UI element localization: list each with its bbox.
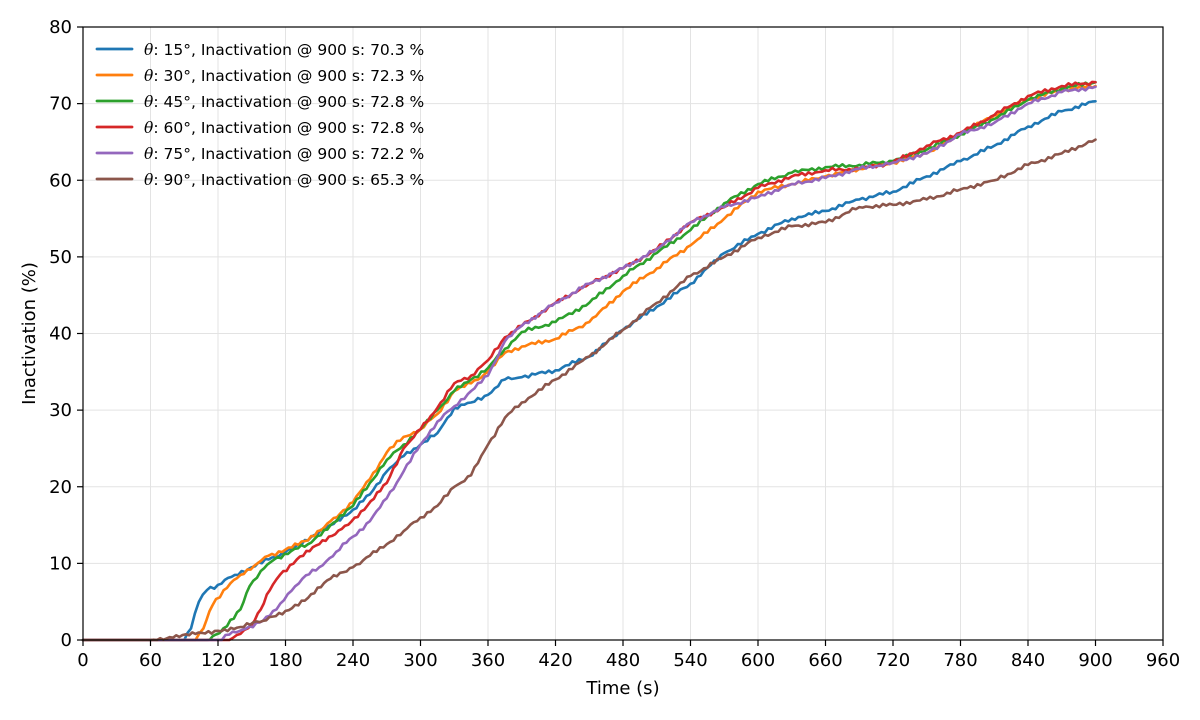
legend-entry: θ: 15°, Inactivation @ 900 s: 70.3 % bbox=[144, 41, 424, 59]
y-tick-label: 50 bbox=[49, 247, 72, 268]
legend-label: : 15°, Inactivation @ 900 s: 70.3 % bbox=[153, 41, 424, 59]
legend-entry: θ: 60°, Inactivation @ 900 s: 72.8 % bbox=[144, 119, 424, 137]
y-tick-label: 30 bbox=[49, 400, 72, 421]
y-tick-label: 80 bbox=[49, 17, 72, 38]
legend-label: : 60°, Inactivation @ 900 s: 72.8 % bbox=[153, 119, 424, 137]
legend-entry: θ: 75°, Inactivation @ 900 s: 72.2 % bbox=[144, 145, 424, 163]
legend-theta-symbol: θ bbox=[144, 171, 154, 189]
legend: θ: 15°, Inactivation @ 900 s: 70.3 %θ: 3… bbox=[95, 41, 424, 189]
x-tick-label: 900 bbox=[1078, 650, 1112, 671]
y-axis-title: Inactivation (%) bbox=[19, 262, 40, 405]
legend-theta-symbol: θ bbox=[144, 41, 154, 59]
legend-theta-symbol: θ bbox=[144, 119, 154, 137]
x-tick-label: 960 bbox=[1146, 650, 1180, 671]
x-tick-label: 240 bbox=[336, 650, 370, 671]
legend-theta-symbol: θ bbox=[144, 145, 154, 163]
y-tick-label: 0 bbox=[61, 630, 72, 651]
y-tick-label: 40 bbox=[49, 324, 72, 345]
x-axis-title: Time (s) bbox=[585, 678, 659, 699]
x-tick-label: 0 bbox=[77, 650, 88, 671]
x-tick-label: 540 bbox=[673, 650, 707, 671]
legend-label: : 45°, Inactivation @ 900 s: 72.8 % bbox=[153, 93, 424, 111]
x-tick-label: 600 bbox=[741, 650, 775, 671]
legend-theta-symbol: θ bbox=[144, 67, 154, 85]
legend-entry: θ: 30°, Inactivation @ 900 s: 72.3 % bbox=[144, 67, 424, 85]
x-tick-label: 420 bbox=[538, 650, 572, 671]
legend-entry: θ: 90°, Inactivation @ 900 s: 65.3 % bbox=[144, 171, 424, 189]
x-tick-label: 780 bbox=[943, 650, 977, 671]
x-tick-label: 120 bbox=[201, 650, 235, 671]
x-tick-label: 300 bbox=[403, 650, 437, 671]
x-tick-label: 840 bbox=[1011, 650, 1045, 671]
series-line bbox=[81, 138, 1097, 642]
x-tick-label: 360 bbox=[471, 650, 505, 671]
y-tick-label: 10 bbox=[49, 553, 72, 574]
legend-theta-symbol: θ bbox=[144, 93, 154, 111]
y-tick-label: 60 bbox=[49, 170, 72, 191]
x-tick-label: 660 bbox=[808, 650, 842, 671]
legend-label: : 75°, Inactivation @ 900 s: 72.2 % bbox=[153, 145, 424, 163]
x-tick-label: 60 bbox=[139, 650, 162, 671]
legend-label: : 30°, Inactivation @ 900 s: 72.3 % bbox=[153, 67, 424, 85]
x-tick-label: 720 bbox=[876, 650, 910, 671]
series-line bbox=[81, 80, 1097, 642]
series-lines bbox=[81, 80, 1097, 642]
y-tick-label: 20 bbox=[49, 477, 72, 498]
x-tick-label: 180 bbox=[268, 650, 302, 671]
legend-label: : 90°, Inactivation @ 900 s: 65.3 % bbox=[153, 171, 424, 189]
series-line bbox=[81, 85, 1097, 642]
y-tick-label: 70 bbox=[49, 94, 72, 115]
x-tick-label: 480 bbox=[606, 650, 640, 671]
legend-entry: θ: 45°, Inactivation @ 900 s: 72.8 % bbox=[144, 93, 424, 111]
axis-ticks: 0 60 120 180 240 300 360 420 480 540 600 660 720 780 8… bbox=[49, 17, 1180, 671]
